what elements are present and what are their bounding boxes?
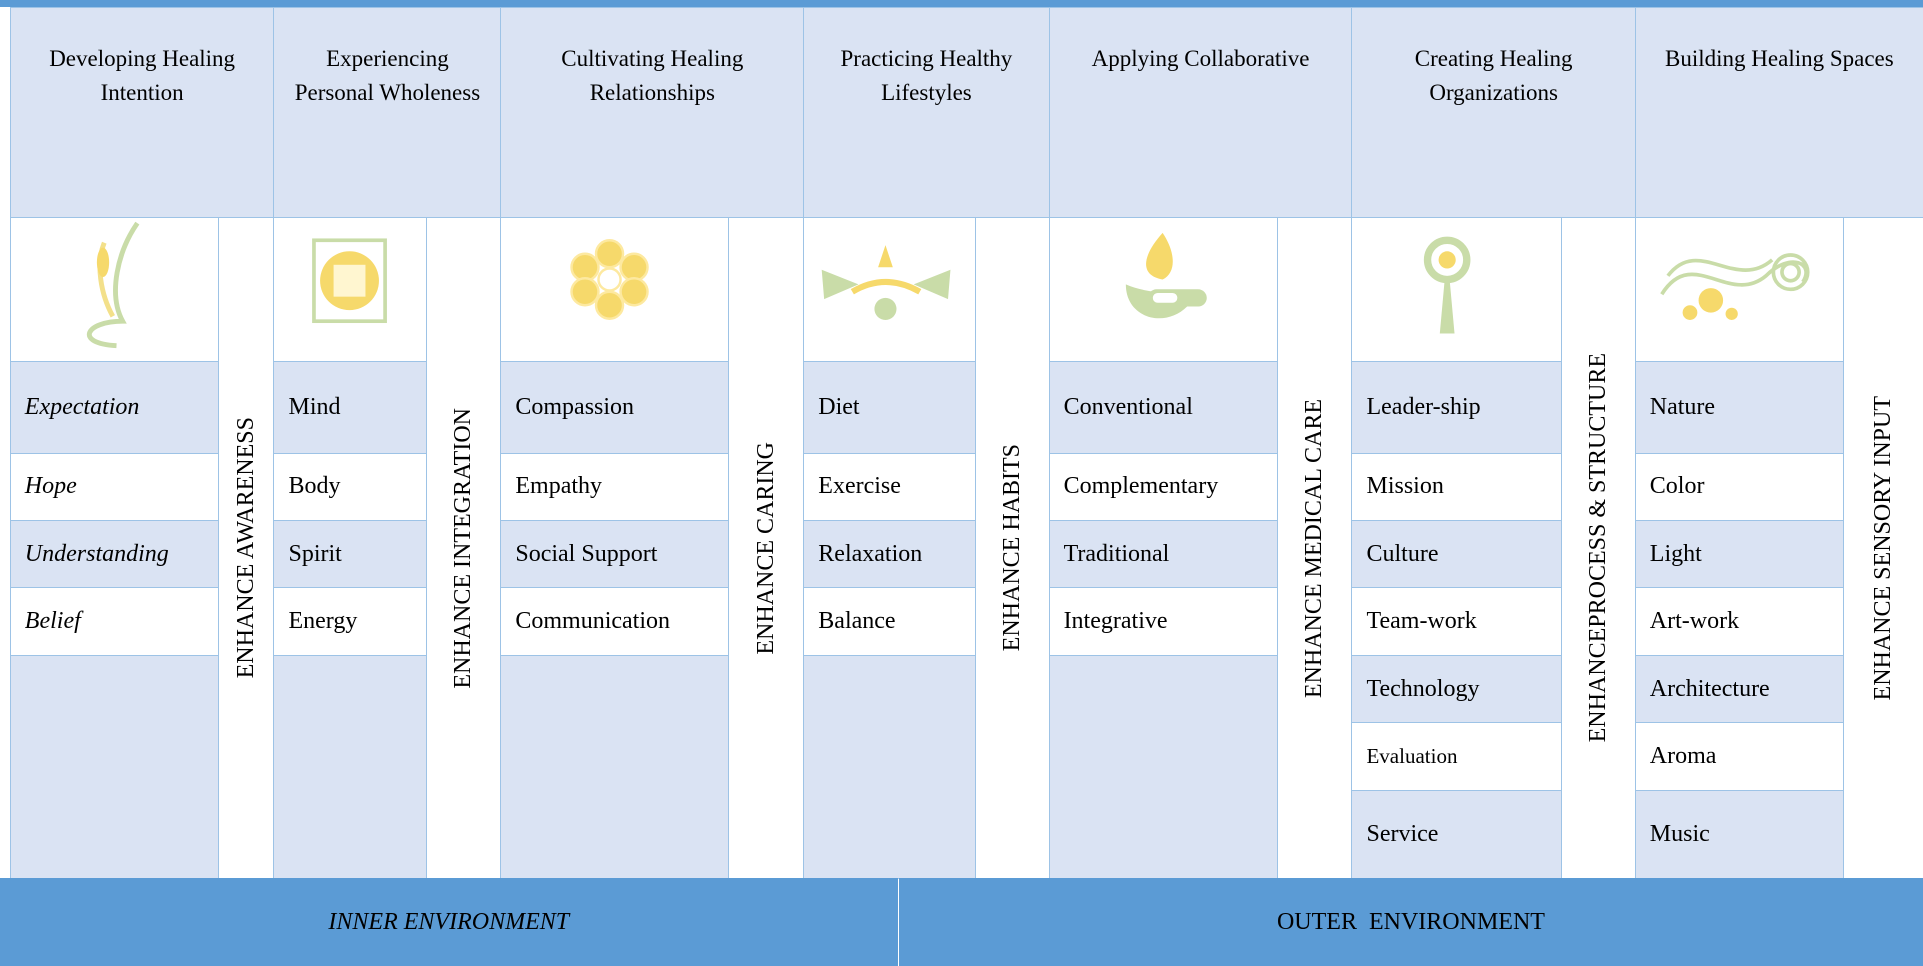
enhance-label: ENHANCE MEDICAL CARE [1301,398,1328,698]
column-header: Cultivating Healing Relationships [500,7,805,219]
item: Traditional [1048,519,1278,589]
item: Aroma [1634,722,1845,791]
item: Empathy [500,452,730,521]
enhance-label: ENHANCE AWARENESS [232,417,259,679]
item: Culture [1351,519,1563,589]
item: Hope [9,452,220,521]
icon-cell [9,217,220,362]
top-bar [0,0,1923,7]
item: Evaluation [1351,722,1563,791]
enhance-label: ENHANCEPROCESS & STRUCTURE [1584,353,1611,743]
enhance-label: ENHANCE SENSORY INPUT [1870,395,1897,701]
empty-cell [803,654,976,880]
item: Balance [803,587,976,656]
item: Complementary [1048,452,1278,521]
item: Light [1634,519,1845,589]
enhance-cell: ENHANCE SENSORY INPUT [1843,217,1923,880]
enhance-cell: ENHANCE MEDICAL CARE [1276,217,1353,880]
inner-environment: INNER ENVIRONMENT [0,878,898,966]
enhance-cell: ENHANCE HABITS [974,217,1050,880]
empty-cell [1048,654,1278,880]
empty-cell [273,654,427,880]
item: Diet [803,360,976,454]
item: Music [1634,789,1845,880]
item: Social Support [500,519,730,589]
item: Integrative [1048,587,1278,656]
item: Relaxation [803,519,976,589]
item: Mind [273,360,427,454]
enhance-label: ENHANCE CARING [752,441,779,655]
column-header: Practicing Healthy Lifestyles [803,7,1050,219]
item: Technology [1351,654,1563,724]
item: Conventional [1048,360,1278,454]
item: Energy [273,587,427,656]
icon-cell [1351,217,1563,362]
item: Team-work [1351,587,1563,656]
enhance-cell: ENHANCEPROCESS & STRUCTURE [1561,217,1636,880]
item: Understanding [9,519,220,589]
item: Spirit [273,519,427,589]
item: Expectation [9,360,220,454]
enhance-cell: ENHANCE INTEGRATION [425,217,502,880]
item: Nature [1634,360,1845,454]
enhance-label: ENHANCE INTEGRATION [449,407,476,689]
outer-environment: OUTER ENVIRONMENT [898,878,1923,966]
item: Body [273,452,427,521]
column-header: Applying Collaborative [1048,7,1353,219]
enhance-label: ENHANCE HABITS [998,444,1025,652]
icon-cell [1048,217,1278,362]
item: Mission [1351,452,1563,521]
item: Art-work [1634,587,1845,656]
column-header: Developing Healing Intention [9,7,275,219]
column-header: Building Healing Spaces [1634,7,1923,219]
item: Exercise [803,452,976,521]
icon-cell [1634,217,1845,362]
empty-cell [500,654,730,880]
item: Compassion [500,360,730,454]
icon-cell [500,217,730,362]
item: Belief [9,587,220,656]
column-header: Creating Healing Organizations [1351,7,1636,219]
item: Leader-ship [1351,360,1563,454]
enhance-cell: ENHANCE AWARENESS [218,217,275,880]
item: Service [1351,789,1563,880]
column-header: Experiencing Personal Wholeness [273,7,502,219]
item: Communication [500,587,730,656]
icon-cell [273,217,427,362]
item: Architecture [1634,654,1845,724]
enhance-cell: ENHANCE CARING [728,217,805,880]
empty-cell [9,654,220,880]
item: Color [1634,452,1845,521]
icon-cell [803,217,976,362]
